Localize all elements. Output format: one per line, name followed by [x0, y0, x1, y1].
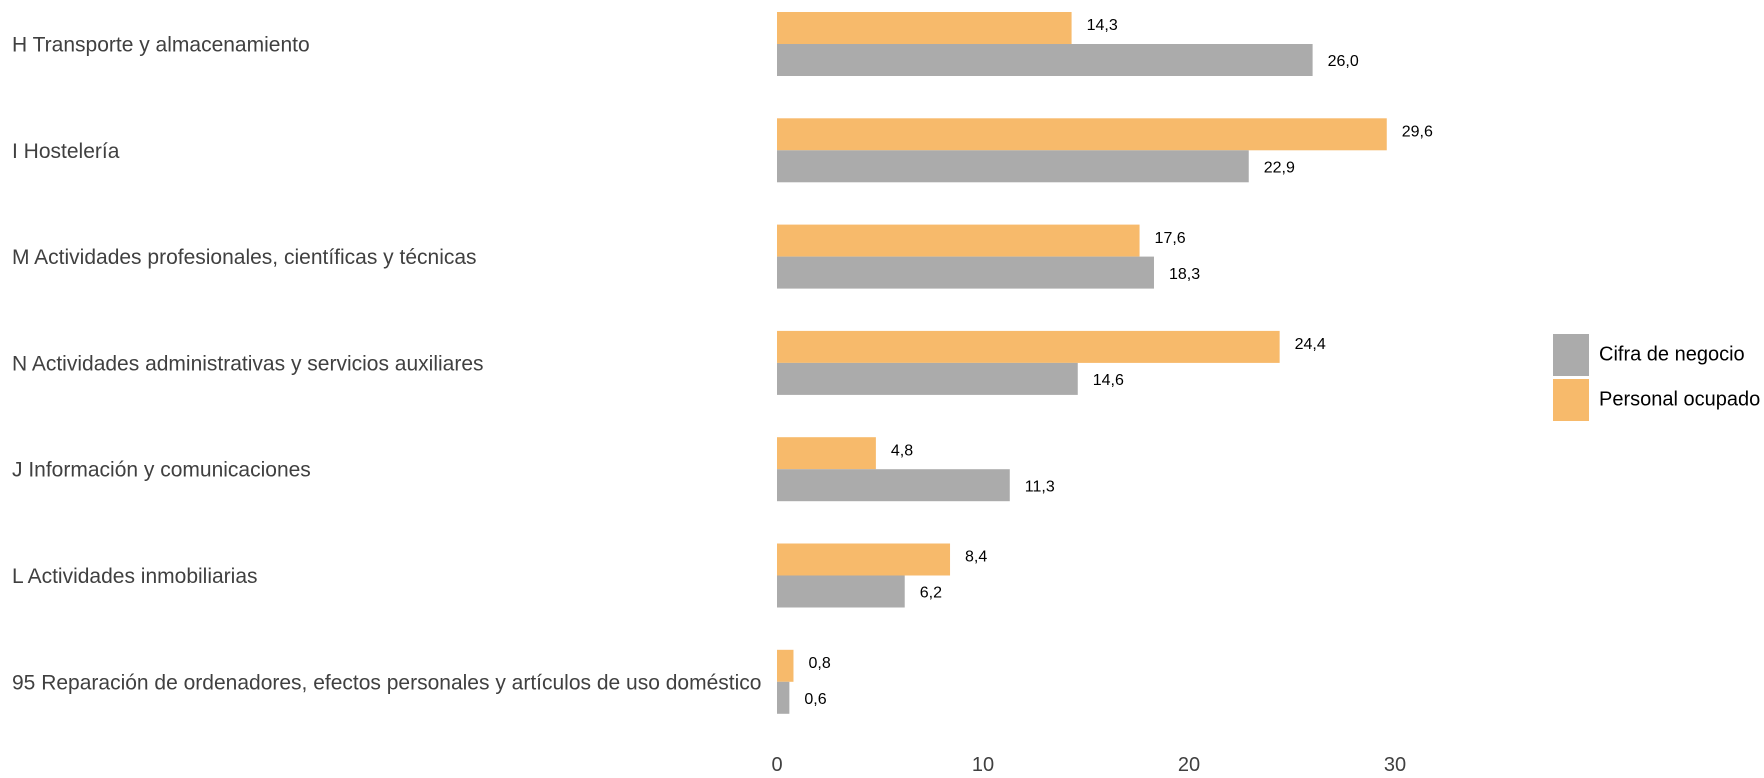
data-label: 17,6 — [1155, 230, 1186, 247]
category-label: I Hostelería — [12, 140, 120, 163]
data-label: 18,3 — [1169, 266, 1200, 283]
legend-swatch — [1553, 379, 1589, 421]
bar-cifra-de-negocio — [777, 362, 1078, 395]
bar-cifra-de-negocio — [777, 575, 905, 608]
legend-label: Cifra de negocio — [1599, 343, 1745, 365]
category-labels: H Transporte y almacenamiento I Hostelerí… — [12, 34, 761, 695]
category-label: M Actividades profesionales, científicas… — [12, 246, 477, 269]
data-labels: 14,3 26,0 29,6 22,9 17,6 18,3 24,4 14,6 4,8 11,3 8… — [804, 17, 1433, 708]
data-label: 11,3 — [1025, 478, 1055, 495]
data-label: 29,6 — [1402, 124, 1433, 141]
bar-cifra-de-negocio — [777, 469, 1010, 502]
bar-personal-ocupado — [777, 330, 1280, 363]
legend-swatch — [1553, 334, 1589, 376]
bar-personal-ocupado — [777, 543, 951, 576]
data-label: 26,0 — [1328, 53, 1359, 70]
data-label: 14,6 — [1093, 372, 1124, 389]
category-label: J Información y comunicaciones — [12, 459, 311, 482]
data-label: 22,9 — [1264, 160, 1295, 177]
bar-cifra-de-negocio — [777, 44, 1313, 76]
category-label: L Actividades inmobiliarias — [12, 565, 258, 588]
bar-personal-ocupado — [777, 224, 1140, 257]
category-label: 95 Reparación de ordenadores, efectos pe… — [12, 671, 761, 694]
x-tick-label: 30 — [1384, 754, 1406, 776]
x-tick-label: 10 — [972, 754, 994, 776]
data-label: 24,4 — [1295, 336, 1326, 353]
bar-cifra-de-negocio — [777, 681, 790, 714]
bar-personal-ocupado — [777, 437, 876, 470]
data-label: 6,2 — [920, 585, 942, 602]
x-tick-label: 0 — [771, 754, 782, 776]
data-label: 8,4 — [965, 549, 987, 566]
category-label: N Actividades administrativas y servicio… — [12, 352, 484, 375]
legend-label: Personal ocupado — [1599, 388, 1760, 410]
bar-personal-ocupado — [777, 649, 794, 682]
data-label: 0,8 — [808, 655, 830, 672]
data-label: 4,8 — [891, 442, 913, 459]
bar-cifra-de-negocio — [777, 256, 1154, 289]
data-label: 0,6 — [804, 691, 826, 708]
category-label: H Transporte y almacenamiento — [12, 34, 310, 57]
legend: Cifra de negocio Personal ocupado — [1553, 334, 1760, 421]
bars — [777, 12, 1387, 714]
data-label: 14,3 — [1087, 17, 1118, 34]
bar-personal-ocupado — [777, 118, 1387, 151]
bar-cifra-de-negocio — [777, 150, 1249, 183]
x-axis: 0 10 20 30 — [771, 754, 1406, 776]
x-tick-label: 20 — [1178, 754, 1200, 776]
bar-personal-ocupado — [777, 12, 1072, 44]
